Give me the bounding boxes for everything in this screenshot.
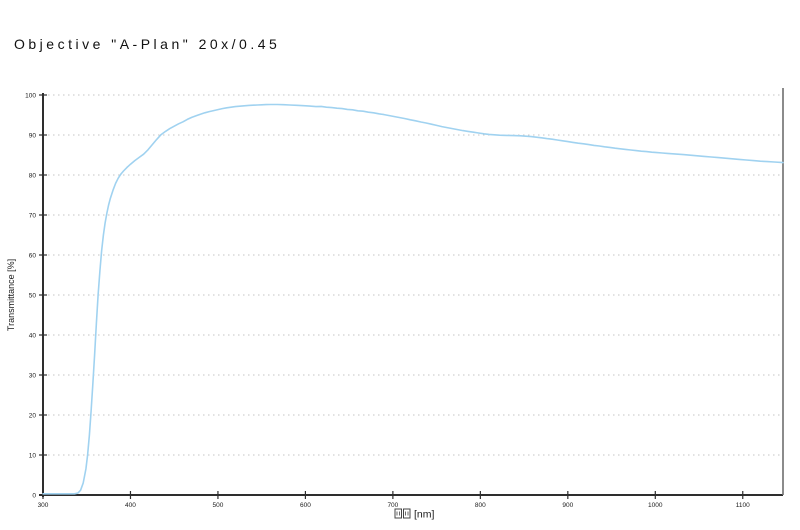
x-tick-label-1100: 1100 — [736, 502, 750, 509]
y-tick-label-40: 40 — [29, 332, 37, 339]
x-tick-label-300: 300 — [38, 502, 49, 509]
x-tick-label-400: 400 — [125, 502, 136, 509]
x-axis-title: [nm] — [414, 509, 435, 521]
y-tick-label-20: 20 — [29, 412, 37, 419]
x-tick-label-1000: 1000 — [648, 502, 663, 509]
missing-glyph-box — [394, 508, 402, 519]
x-tick-label-800: 800 — [475, 502, 486, 509]
y-tick-label-0: 0 — [32, 492, 36, 499]
y-tick-label-70: 70 — [29, 212, 37, 219]
x-tick-label-700: 700 — [387, 502, 398, 509]
transmittance-curve — [42, 103, 784, 495]
y-tick-label-50: 50 — [29, 292, 37, 299]
x-tick-label-600: 600 — [300, 502, 311, 509]
x-tick-label-500: 500 — [213, 502, 224, 509]
y-tick-label-30: 30 — [29, 372, 37, 379]
y-tick-label-60: 60 — [29, 252, 37, 259]
y-tick-label-10: 10 — [29, 452, 37, 459]
missing-glyph-box — [403, 508, 411, 519]
chart-title: Objective "A-Plan" 20x/0.45 — [14, 36, 281, 52]
y-tick-label-90: 90 — [29, 132, 37, 139]
y-tick-label-100: 100 — [25, 92, 36, 99]
y-tick-label-80: 80 — [29, 172, 37, 179]
x-tick-label-900: 900 — [562, 502, 573, 509]
y-axis-title: Transmittance [%] — [6, 259, 16, 331]
